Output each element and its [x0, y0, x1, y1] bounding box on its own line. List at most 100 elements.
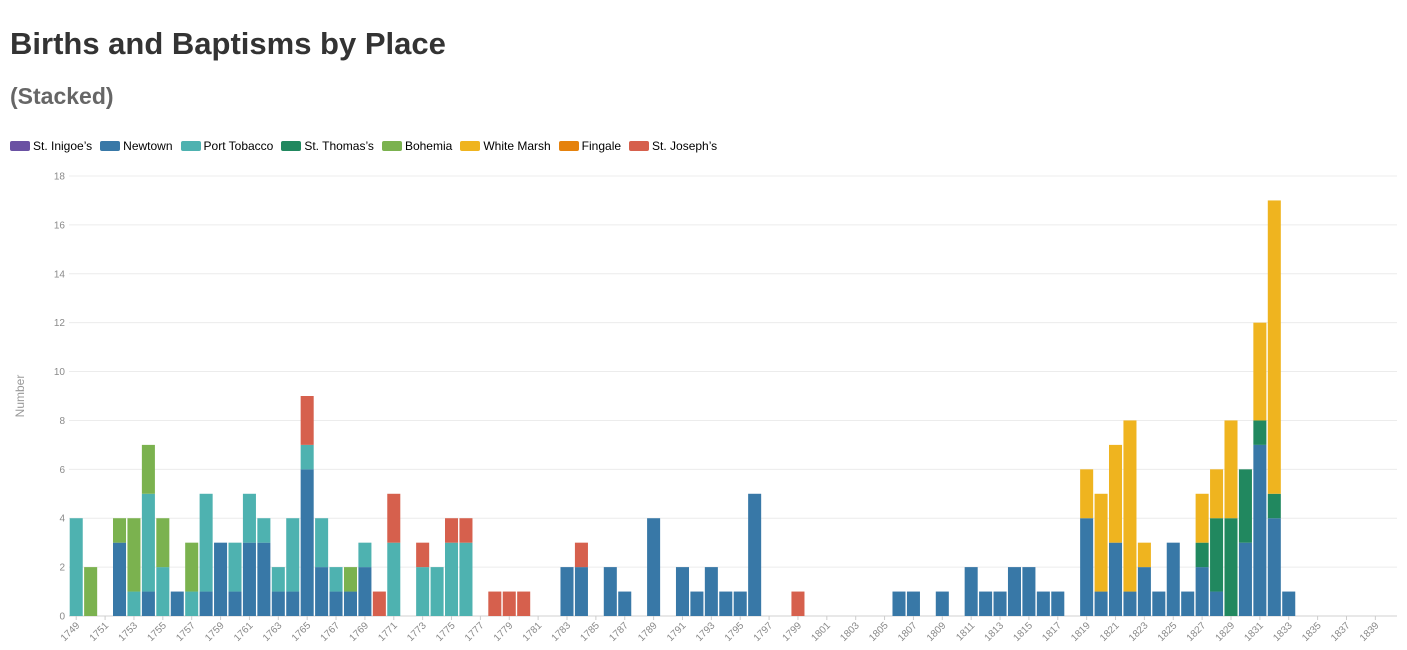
legend-item[interactable]: St. Inigoe’s — [10, 139, 92, 153]
y-tick-label: 14 — [54, 269, 66, 280]
x-tick-label: 1761 — [232, 620, 256, 644]
legend-swatch — [100, 141, 121, 151]
x-tick-label: 1769 — [348, 620, 372, 644]
bar-segment — [502, 591, 516, 616]
x-tick-label: 1801 — [809, 620, 833, 644]
bar-segment — [214, 542, 228, 616]
legend-item[interactable]: Newtown — [100, 139, 173, 153]
x-tick-label: 1759 — [203, 620, 227, 644]
x-tick-label: 1819 — [1069, 620, 1093, 644]
x-tick-label: 1837 — [1329, 620, 1353, 644]
x-tick-label: 1787 — [607, 620, 631, 644]
bar-segment — [430, 567, 444, 616]
bar-segment — [1210, 518, 1224, 592]
bar-segment — [1253, 444, 1267, 616]
legend-item[interactable]: St. Thomas’s — [281, 139, 374, 153]
x-tick-label: 1779 — [492, 620, 516, 644]
legend-swatch — [460, 141, 481, 151]
bar-segment — [1181, 591, 1195, 616]
bar-segment — [1195, 567, 1209, 616]
x-tick-label: 1817 — [1040, 620, 1064, 644]
bar-segment — [1109, 444, 1123, 543]
bar-segment — [1123, 591, 1137, 616]
bar-segment — [1123, 420, 1137, 592]
y-tick-label: 10 — [54, 367, 66, 378]
bar-segment — [445, 542, 459, 616]
x-tick-label: 1767 — [319, 620, 343, 644]
bar-segment — [141, 591, 155, 616]
chart-subtitle: (Stacked) — [10, 83, 114, 109]
bar-segment — [185, 542, 199, 592]
bar-segment — [69, 518, 83, 616]
legend-swatch — [180, 141, 201, 151]
bar-segment — [1210, 591, 1224, 616]
bar-segment — [271, 591, 285, 616]
bar-segment — [416, 567, 430, 616]
legend-item[interactable]: Fingale — [558, 139, 621, 153]
x-tick-label: 1813 — [983, 620, 1007, 644]
bar-segment — [690, 591, 704, 616]
bar-segment — [1267, 493, 1281, 519]
legend-swatch — [381, 141, 402, 151]
x-tick-label: 1797 — [752, 620, 776, 644]
bar-segment — [1007, 567, 1021, 616]
x-tick-label: 1831 — [1242, 620, 1266, 644]
x-tick-label: 1815 — [1012, 620, 1036, 644]
x-tick-label: 1751 — [88, 620, 112, 644]
x-tick-label: 1835 — [1300, 620, 1324, 644]
bar-segment — [574, 542, 588, 568]
bar-segment — [1022, 567, 1036, 616]
bar-segment — [1210, 469, 1224, 519]
bar-segment — [1166, 542, 1180, 616]
y-tick-label: 18 — [54, 172, 66, 183]
bar-segment — [1224, 518, 1238, 616]
legend-swatch — [281, 141, 302, 151]
bar-segment — [935, 591, 949, 616]
legend-label: St. Joseph’s — [652, 139, 718, 153]
bar-segment — [113, 518, 127, 543]
chart-legend: St. Inigoe’s Newtown Port Tobacco St. Thoma… — [10, 139, 725, 153]
bar-segment — [300, 469, 314, 616]
x-tick-label: 1757 — [174, 620, 198, 644]
legend-item[interactable]: St. Joseph’s — [629, 139, 717, 153]
legend-label: St. Inigoe’s — [33, 139, 93, 153]
y-tick-label: 2 — [59, 563, 65, 574]
bar-segment — [358, 542, 372, 568]
bar-segment — [1224, 420, 1238, 519]
bar-segment — [1051, 591, 1065, 616]
bar-segment — [343, 591, 357, 616]
chart-title: Births and Baptisms by Place — [10, 26, 446, 61]
bar-segment — [1137, 542, 1151, 568]
y-axis-label: Number — [13, 375, 27, 418]
x-tick-label: 1775 — [434, 620, 458, 644]
bar-segment — [719, 591, 733, 616]
legend-item[interactable]: White Marsh — [460, 139, 551, 153]
x-tick-label: 1795 — [723, 620, 747, 644]
y-tick-label: 8 — [59, 416, 65, 427]
legend-item[interactable]: Bohemia — [381, 139, 452, 153]
bar-segment — [892, 591, 906, 616]
x-tick-label: 1765 — [290, 620, 314, 644]
bar-segment — [1137, 567, 1151, 616]
bar-segment — [791, 591, 805, 616]
legend-item[interactable]: Port Tobacco — [180, 139, 273, 153]
x-tick-label: 1803 — [838, 620, 862, 644]
x-tick-label: 1839 — [1358, 620, 1382, 644]
x-tick-label: 1811 — [954, 620, 977, 643]
x-tick-label: 1823 — [1127, 620, 1151, 644]
bar-segment — [315, 518, 329, 568]
bar-segment — [185, 591, 199, 616]
x-tick-label: 1763 — [261, 620, 285, 644]
x-tick-label: 1753 — [117, 620, 141, 644]
bar-segment — [1094, 493, 1108, 592]
y-tick-label: 12 — [54, 318, 66, 329]
y-tick-label: 6 — [59, 465, 65, 476]
legend-label: St. Thomas’s — [304, 139, 374, 153]
bar-segment — [228, 591, 242, 616]
bar-segment — [141, 493, 155, 592]
bar-segment — [445, 518, 459, 543]
bar-segment — [1253, 322, 1267, 421]
bar-segment — [675, 567, 689, 616]
x-tick-label: 1771 — [376, 620, 400, 644]
